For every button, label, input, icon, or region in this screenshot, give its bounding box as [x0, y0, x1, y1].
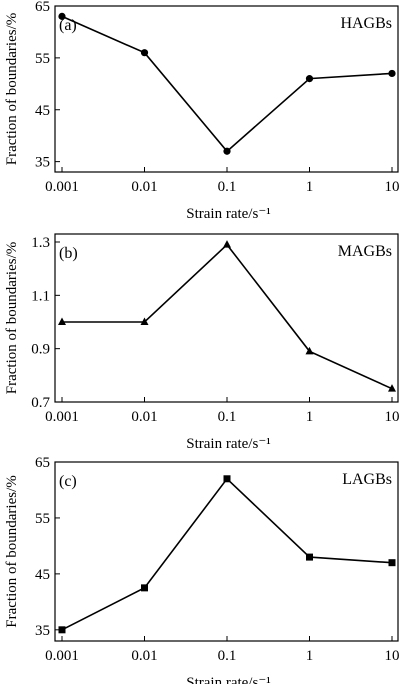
data-point — [388, 69, 396, 78]
x-tick-label: 1 — [306, 409, 314, 425]
x-tick-label: 10 — [385, 648, 400, 664]
x-tick-label: 0.1 — [218, 409, 237, 425]
chart-panel-3: 0.001 0.01 0.1 1 10 35 45 55 65 (c) LAGBs Strain ra… — [4, 455, 400, 684]
x-tick-label: 0.001 — [45, 409, 79, 425]
y-tick-label: 0.7 — [31, 395, 50, 411]
series-line-hagbs — [61, 15, 393, 153]
data-point — [223, 240, 231, 248]
data-point — [58, 317, 66, 325]
y-tick-label: 55 — [35, 511, 50, 527]
y-tick-label: 1.3 — [31, 235, 50, 251]
y-axis-label: Fraction of boundaries/% — [4, 475, 20, 627]
y-tick-label: 35 — [35, 155, 50, 171]
data-point — [306, 553, 313, 561]
x-tick-label: 0.01 — [131, 648, 157, 664]
y-tick-label: 0.9 — [31, 342, 50, 358]
data-point — [223, 475, 231, 483]
data-point — [388, 384, 396, 392]
series-label: MAGBs — [338, 243, 392, 260]
x-tick-label: 10 — [385, 409, 400, 425]
x-tick-label: 0.1 — [218, 179, 237, 195]
y-axis-label: Fraction of boundaries/% — [4, 242, 20, 394]
y-axis-label: Fraction of boundaries/% — [4, 13, 20, 165]
series-line-magbs — [62, 243, 393, 390]
panel-label: (a) — [59, 17, 77, 34]
data-point — [58, 626, 66, 634]
x-tick-label: 0.001 — [45, 648, 79, 664]
x-tick-label: 1 — [306, 179, 314, 195]
x-tick-label: 0.01 — [131, 409, 157, 425]
data-point — [305, 75, 314, 83]
y-tick-label: 35 — [35, 623, 50, 639]
y-tick-label: 45 — [35, 567, 50, 583]
y-tick-label: 1.1 — [31, 288, 50, 304]
data-point — [141, 584, 148, 592]
y-tick-label: 65 — [35, 455, 50, 471]
data-point — [58, 12, 66, 20]
data-point — [223, 147, 231, 155]
panel-label: (b) — [59, 245, 78, 262]
y-tick-label: 65 — [35, 0, 50, 15]
data-point — [140, 49, 149, 57]
x-tick-label: 0.001 — [45, 179, 79, 195]
x-tick-label: 1 — [306, 648, 314, 664]
data-point — [388, 559, 396, 567]
series-line-lagbs — [61, 477, 393, 631]
x-tick-label: 10 — [385, 179, 400, 195]
chart-panel-1: 0.001 0.01 0.1 1 10 35 45 55 65 (a) HAGBs Strain ra… — [4, 0, 400, 222]
panel-label: (c) — [59, 473, 77, 490]
plot-frame — [54, 461, 399, 642]
x-tick-label: 0.1 — [218, 648, 237, 664]
y-tick-label: 55 — [35, 51, 50, 67]
data-point — [305, 346, 314, 355]
series-label: LAGBs — [342, 471, 392, 488]
x-tick-label: 0.01 — [131, 179, 157, 195]
chart-panel-2: 0.001 0.01 0.1 1 10 0.7 0.9 1.1 1.3 (b) MAGBs Strai… — [4, 233, 400, 452]
series-label: HAGBs — [340, 15, 392, 32]
x-axis-label: Strain rate/s⁻¹ — [186, 675, 270, 684]
y-tick-label: 45 — [35, 103, 50, 119]
data-point — [140, 317, 149, 325]
x-axis-label: Strain rate/s⁻¹ — [186, 436, 270, 452]
x-axis-label: Strain rate/s⁻¹ — [186, 206, 270, 222]
